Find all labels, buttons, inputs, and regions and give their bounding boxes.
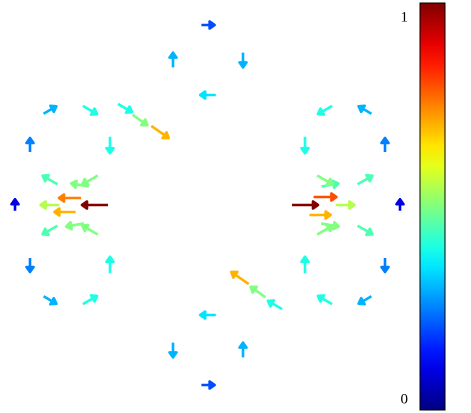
arrow <box>357 104 373 115</box>
arrow <box>356 173 374 186</box>
arrow <box>105 255 115 274</box>
arrow <box>300 136 310 155</box>
arrow <box>53 207 76 217</box>
arrow <box>292 200 320 210</box>
arrow <box>82 294 99 306</box>
arrow <box>357 295 373 306</box>
arrow <box>335 200 356 210</box>
arrow <box>80 200 108 210</box>
colorbar-tick-label: 1 <box>401 9 409 25</box>
arrow <box>80 174 99 187</box>
colorbar <box>419 2 446 411</box>
arrow <box>41 224 59 237</box>
arrow <box>42 104 58 115</box>
arrow <box>266 299 283 311</box>
arrow <box>64 220 85 231</box>
arrow <box>198 90 216 100</box>
arrow <box>168 51 178 68</box>
arrow <box>117 102 134 114</box>
colorbar-tick-label: 0 <box>401 391 409 407</box>
arrow <box>395 197 405 211</box>
arrow <box>238 52 248 69</box>
arrow <box>300 255 310 274</box>
arrow <box>82 104 99 116</box>
arrow <box>150 124 170 140</box>
arrow <box>105 136 115 155</box>
arrow <box>316 294 333 306</box>
arrow <box>313 192 338 202</box>
arrow <box>57 193 81 203</box>
arrow <box>201 380 216 390</box>
arrow <box>309 210 332 220</box>
arrow <box>201 20 216 30</box>
arrow <box>356 224 374 237</box>
arrow <box>42 295 58 306</box>
arrow <box>198 310 216 320</box>
arrow <box>80 223 99 236</box>
arrow <box>168 342 178 359</box>
arrow <box>41 173 59 186</box>
arrow <box>39 200 60 210</box>
arrow <box>316 104 333 116</box>
arrow <box>316 223 335 236</box>
arrow <box>230 270 250 286</box>
arrow <box>249 285 267 299</box>
arrow <box>238 341 248 358</box>
arrow <box>10 197 20 211</box>
arrow <box>131 113 149 127</box>
arrow <box>25 258 35 274</box>
arrow <box>25 136 35 152</box>
arrow <box>316 174 335 187</box>
arrow <box>380 258 390 274</box>
arrow <box>380 136 390 152</box>
